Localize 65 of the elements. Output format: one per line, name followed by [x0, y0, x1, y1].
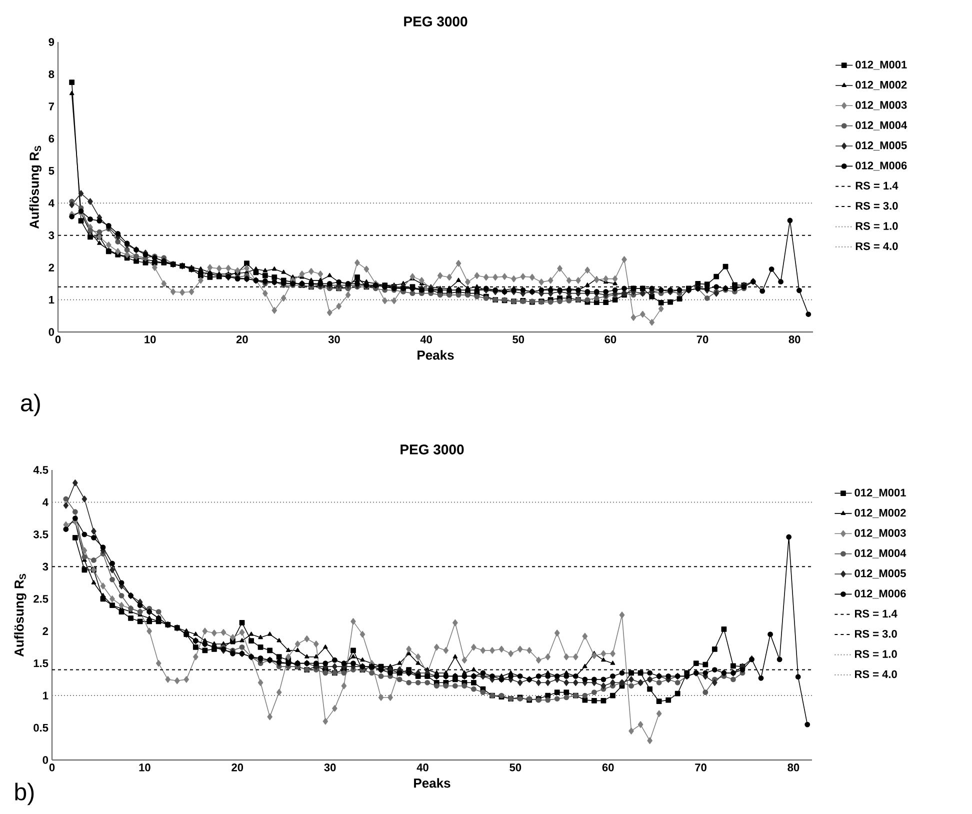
y-tick-label: 3.5	[33, 530, 48, 538]
legend-label: 012_M003	[856, 101, 907, 110]
y-axis-title: Auflösung R$_{S}$	[29, 146, 42, 229]
y-tick-label: 2.5	[34, 594, 48, 603]
x-tick-label: 50	[512, 336, 524, 344]
x-axis-title: Peaks	[418, 350, 454, 360]
text: a)	[21, 394, 40, 416]
y-tick-label: 6	[48, 134, 54, 143]
x-tick-label: 30	[324, 764, 336, 772]
y-tick-label: 0	[48, 328, 54, 336]
x-tick-label: 40	[416, 764, 428, 772]
x-tick-label: 20	[236, 336, 248, 344]
y-axis-title: Auflösung R$_{S}$	[14, 574, 26, 657]
y-tick-label: 4	[48, 199, 54, 207]
y-tick-label: 2	[42, 627, 48, 635]
y-tick-label: 7	[48, 102, 54, 110]
legend-label: 012_M001	[854, 488, 906, 498]
y-tick-label: 8	[48, 70, 54, 78]
y-tick-label: 0.5	[34, 724, 48, 732]
legend-label: 012_M004	[856, 121, 908, 130]
x-axis-title: Peaks	[414, 778, 450, 788]
x-tick-label: 0	[55, 336, 61, 344]
y-tick-label: 2	[48, 264, 54, 272]
x-tick-label: 10	[144, 336, 156, 344]
y-tick-label: 4.5	[33, 466, 48, 474]
legend-label: 012_M003	[854, 529, 906, 538]
legend-label: RS = 1.4	[854, 610, 898, 618]
legend-label: RS = 3.0	[856, 202, 898, 210]
x-tick-label: 60	[602, 764, 614, 772]
x-tick-label: 20	[232, 764, 244, 772]
legend-label: 012_M004	[854, 549, 906, 558]
x-tick-label: 30	[328, 336, 340, 344]
legend-label: 012_M001	[856, 60, 907, 70]
y-tick-label: 1.5	[34, 659, 48, 668]
chart-title: PEG 3000	[400, 444, 464, 454]
y-tick-label: 3	[48, 231, 54, 240]
legend-label: RS = 1.4	[856, 182, 898, 190]
legend-label: RS = 1.0	[854, 650, 897, 658]
legend-label: 012_M002	[856, 80, 907, 90]
legend-label: 012_M005	[854, 569, 906, 578]
y-tick-label: 0	[42, 756, 48, 764]
y-tick-label: 1	[49, 296, 54, 304]
x-tick-label: 50	[510, 764, 522, 772]
x-tick-label: 80	[788, 336, 800, 344]
x-tick-label: 60	[604, 336, 616, 344]
y-tick-label: 3	[42, 562, 48, 571]
y-tick-label: 1	[43, 692, 48, 700]
chart-title: PEG 3000	[404, 16, 468, 26]
y-tick-label: 9	[48, 38, 54, 46]
x-tick-label: 70	[695, 764, 706, 772]
legend-label: 012_M006	[856, 162, 907, 171]
text: b)	[15, 782, 34, 806]
x-tick-label: 70	[696, 336, 708, 344]
legend-label: RS = 3.0	[854, 630, 897, 638]
legend-label: RS = 4.0	[854, 670, 897, 678]
legend-label: 012_M002	[854, 508, 906, 518]
x-tick-label: 80	[788, 764, 800, 772]
legend-label: RS = 1.0	[856, 222, 898, 230]
y-tick-label: 4	[42, 498, 48, 506]
x-tick-label: 40	[420, 336, 432, 344]
legend-label: 012_M006	[854, 590, 906, 599]
legend-label: 012_M005	[856, 141, 907, 150]
x-tick-label: 10	[139, 764, 150, 772]
legend-label: RS = 4.0	[856, 242, 898, 250]
y-tick-label: 5	[48, 167, 54, 175]
